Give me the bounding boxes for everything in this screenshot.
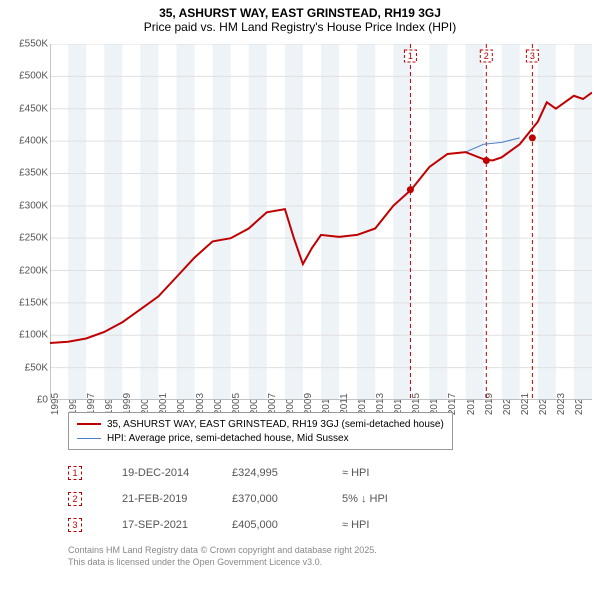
svg-text:1: 1 — [408, 51, 413, 61]
y-tick-label: £500K — [19, 71, 48, 82]
y-tick-label: £350K — [19, 168, 48, 179]
footer: Contains HM Land Registry data © Crown c… — [68, 545, 377, 568]
event-row-1: 1 19-DEC-2014 £324,995 ≈ HPI — [68, 460, 442, 486]
line-chart: 1 2 3 — [50, 44, 592, 400]
y-tick-label: £550K — [19, 39, 48, 50]
legend-blue-row: HPI: Average price, semi-detached house,… — [77, 431, 444, 445]
legend-red-swatch — [77, 423, 101, 425]
event-price-2: £370,000 — [232, 493, 342, 505]
event-row-3: 3 17-SEP-2021 £405,000 ≈ HPI — [68, 512, 442, 538]
y-tick-label: £300K — [19, 200, 48, 211]
event-marker-1: 1 — [68, 466, 82, 480]
y-tick-label: £50K — [25, 362, 48, 373]
event-marker-3: 3 — [68, 518, 82, 532]
y-tick-label: £100K — [19, 330, 48, 341]
svg-text:2: 2 — [484, 51, 489, 61]
y-tick-label: £400K — [19, 136, 48, 147]
y-tick-label: £450K — [19, 103, 48, 114]
event-price-3: £405,000 — [232, 519, 342, 531]
event-comp-2: 5% ↓ HPI — [342, 493, 442, 505]
event-comp-1: ≈ HPI — [342, 467, 442, 479]
event-date-1: 19-DEC-2014 — [122, 467, 232, 479]
y-tick-label: £150K — [19, 297, 48, 308]
y-tick-label: £0 — [37, 395, 48, 406]
chart-title: 35, ASHURST WAY, EAST GRINSTEAD, RH19 3G… — [0, 6, 600, 20]
event-comp-3: ≈ HPI — [342, 519, 442, 531]
event-marker-2: 2 — [68, 492, 82, 506]
event-date-3: 17-SEP-2021 — [122, 519, 232, 531]
legend-red-row: 35, ASHURST WAY, EAST GRINSTEAD, RH19 3G… — [77, 417, 444, 431]
title-block: 35, ASHURST WAY, EAST GRINSTEAD, RH19 3G… — [0, 0, 600, 36]
legend: 35, ASHURST WAY, EAST GRINSTEAD, RH19 3G… — [68, 412, 453, 450]
legend-blue-swatch — [77, 438, 101, 439]
event-date-2: 21-FEB-2019 — [122, 493, 232, 505]
event-row-2: 2 21-FEB-2019 £370,000 5% ↓ HPI — [68, 486, 442, 512]
chart-area: 1 2 3 — [50, 44, 592, 400]
legend-red-label: 35, ASHURST WAY, EAST GRINSTEAD, RH19 3G… — [107, 419, 444, 430]
y-tick-label: £200K — [19, 265, 48, 276]
footer-line-1: Contains HM Land Registry data © Crown c… — [68, 545, 377, 557]
legend-blue-label: HPI: Average price, semi-detached house,… — [107, 433, 349, 444]
chart-subtitle: Price paid vs. HM Land Registry's House … — [0, 20, 600, 34]
footer-line-2: This data is licensed under the Open Gov… — [68, 557, 377, 569]
svg-text:3: 3 — [530, 51, 535, 61]
events-table: 1 19-DEC-2014 £324,995 ≈ HPI 2 21-FEB-20… — [68, 460, 442, 538]
y-tick-label: £250K — [19, 233, 48, 244]
event-price-1: £324,995 — [232, 467, 342, 479]
